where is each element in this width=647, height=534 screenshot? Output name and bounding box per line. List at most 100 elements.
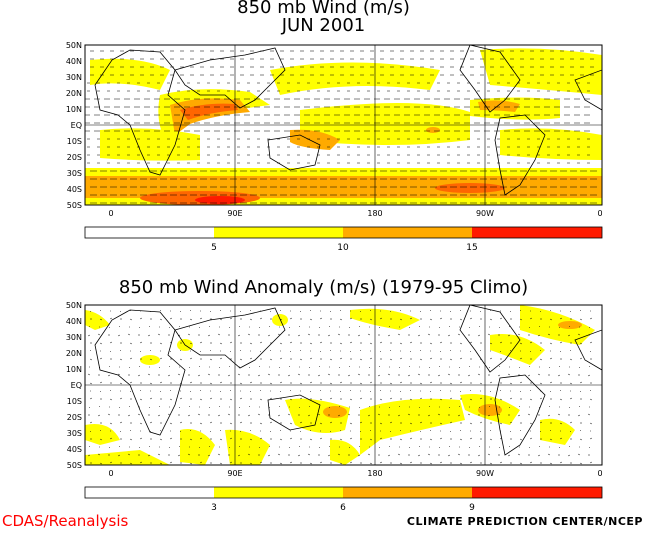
wind-vector bbox=[279, 390, 282, 393]
wind-vector bbox=[399, 438, 403, 441]
wind-vector bbox=[99, 429, 102, 432]
wind-vector bbox=[119, 358, 123, 361]
wind-vector bbox=[379, 398, 383, 401]
wind-vector bbox=[197, 413, 201, 416]
wind-vector bbox=[479, 430, 482, 433]
top-colorbar-bin-0 bbox=[85, 227, 214, 238]
wind-vector bbox=[467, 374, 471, 377]
wind-vector bbox=[368, 366, 371, 369]
wind-vector bbox=[347, 413, 351, 416]
wind-vector bbox=[339, 309, 342, 312]
wind-vector bbox=[239, 310, 242, 313]
wind-vector bbox=[419, 382, 423, 385]
wind-vector bbox=[329, 349, 332, 352]
wind-vector bbox=[537, 454, 541, 457]
wind-vector bbox=[407, 374, 411, 377]
wind-vector bbox=[409, 422, 413, 425]
svg-text:EQ: EQ bbox=[71, 381, 82, 390]
bottom-shading bbox=[85, 305, 602, 465]
wind-vector bbox=[337, 453, 341, 456]
wind-vector bbox=[159, 438, 163, 441]
wind-vector bbox=[528, 365, 531, 368]
wind-vector bbox=[308, 366, 311, 369]
wind-vector bbox=[238, 325, 241, 328]
wind-vector bbox=[508, 406, 511, 409]
wind-vector bbox=[229, 437, 233, 440]
wind-vector bbox=[347, 374, 351, 377]
wind-vector bbox=[128, 405, 131, 408]
wind-vector bbox=[258, 326, 261, 329]
wind-vector bbox=[307, 414, 311, 417]
bottom-wind-vectors bbox=[87, 309, 593, 465]
svg-text:40S: 40S bbox=[67, 185, 82, 194]
wind-vector bbox=[297, 373, 301, 376]
top-lon-labels: 0 90E 180 90W 0 bbox=[108, 209, 602, 218]
wind-vector bbox=[309, 318, 313, 321]
wind-vector bbox=[137, 374, 141, 377]
wind-vector bbox=[499, 317, 503, 320]
wind-vector bbox=[579, 390, 582, 393]
wind-vector bbox=[269, 421, 273, 424]
wind-vector bbox=[519, 429, 522, 432]
wind-vector bbox=[298, 325, 301, 328]
wind-vector bbox=[309, 357, 313, 360]
wind-vector bbox=[369, 462, 373, 465]
wind-vector bbox=[348, 326, 351, 329]
wind-vector bbox=[129, 381, 133, 384]
wind-vector bbox=[337, 414, 341, 417]
wind-vector bbox=[588, 365, 591, 368]
wind-vector bbox=[529, 389, 532, 392]
wind-vector bbox=[189, 309, 192, 312]
wind-vector bbox=[549, 429, 552, 432]
wind-vector bbox=[488, 366, 491, 369]
wind-vector bbox=[419, 430, 422, 433]
wind-vector bbox=[489, 318, 493, 321]
wind-vector bbox=[527, 374, 531, 377]
wind-vector bbox=[447, 373, 451, 376]
svg-text:20S: 20S bbox=[67, 413, 82, 422]
wind-vector bbox=[417, 454, 421, 457]
wind-vector bbox=[107, 374, 111, 377]
wind-vector bbox=[99, 357, 103, 360]
wind-vector bbox=[239, 382, 243, 385]
wind-vector bbox=[329, 421, 333, 424]
wind-vector bbox=[259, 389, 262, 392]
wind-vector bbox=[558, 365, 561, 368]
bottom-colorbar-label-6: 6 bbox=[340, 503, 346, 513]
wind-vector bbox=[509, 310, 512, 313]
wind-vector bbox=[149, 349, 152, 352]
wind-vector bbox=[328, 445, 331, 448]
wind-vector bbox=[569, 349, 572, 352]
wind-vector bbox=[589, 389, 592, 392]
wind-vector bbox=[428, 366, 431, 369]
wind-vector bbox=[159, 318, 163, 321]
wind-vector bbox=[349, 389, 352, 392]
wind-vector bbox=[248, 405, 251, 408]
wind-vector bbox=[239, 430, 242, 433]
wind-vector bbox=[249, 357, 253, 360]
wind-vector bbox=[109, 422, 113, 425]
wind-vector bbox=[108, 365, 111, 368]
wind-vector bbox=[569, 397, 573, 400]
wind-vector bbox=[387, 334, 391, 337]
wind-vector bbox=[397, 414, 401, 417]
wind-vector bbox=[319, 398, 323, 401]
wind-vector bbox=[139, 317, 143, 320]
wind-vector bbox=[209, 358, 213, 361]
wind-vector bbox=[288, 326, 291, 329]
wind-vector bbox=[429, 357, 433, 360]
wind-vector bbox=[498, 365, 501, 368]
wind-vector bbox=[309, 438, 313, 441]
wind-vector bbox=[118, 406, 121, 409]
wind-vector bbox=[197, 374, 201, 377]
wind-vector bbox=[367, 453, 371, 456]
wind-vector bbox=[469, 422, 473, 425]
wind-vector bbox=[498, 326, 501, 329]
wind-vector bbox=[158, 405, 161, 408]
wind-vector bbox=[477, 373, 481, 376]
wind-vector bbox=[109, 389, 112, 392]
wind-vector bbox=[578, 405, 581, 408]
wind-vector bbox=[358, 445, 361, 448]
top-wind-vectors bbox=[85, 50, 597, 204]
wind-vector bbox=[509, 382, 513, 385]
